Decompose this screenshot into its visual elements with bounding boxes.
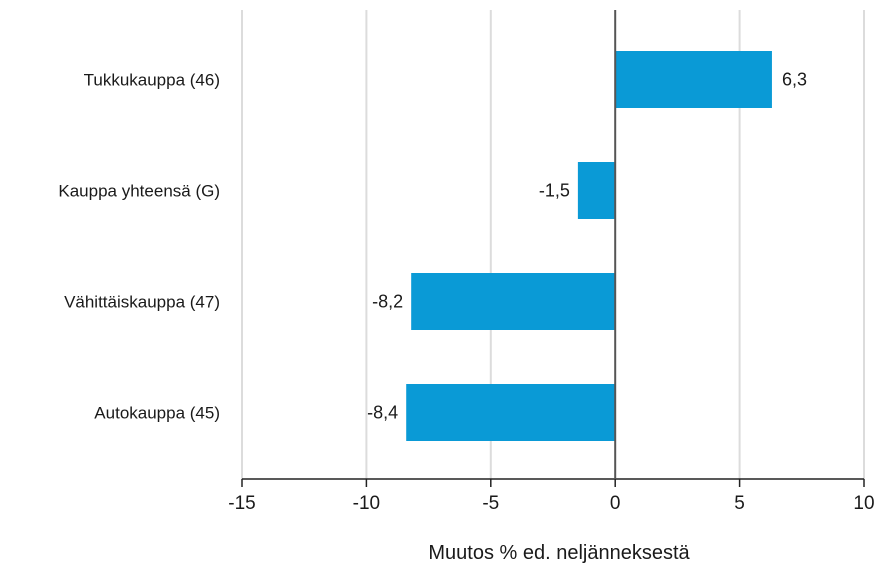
bar-3 [406, 384, 616, 441]
bar-1 [577, 162, 616, 219]
x-tick-label-2: -5 [482, 493, 499, 514]
category-label-0: Tukkukauppa (46) [84, 71, 220, 90]
category-label-2: Vähittäiskauppa (47) [64, 293, 220, 312]
bar-2 [411, 273, 616, 330]
x-ticks: -15 -10 -5 0 5 10 [228, 479, 875, 514]
x-tick-label-1: -10 [353, 493, 380, 514]
bars [406, 51, 772, 441]
data-label-3: -8,4 [367, 403, 398, 423]
category-label-3: Autokauppa (45) [94, 404, 220, 423]
data-labels: 6,3 -1,5 -8,2 -8,4 [367, 70, 807, 423]
x-tick-label-3: 0 [610, 493, 621, 514]
category-labels: Tukkukauppa (46) Kauppa yhteensä (G) Vähit… [58, 71, 220, 423]
x-axis-title: Muutos % ed. neljänneksestä [428, 542, 690, 564]
bar-0 [615, 51, 772, 108]
data-label-0: 6,3 [782, 70, 807, 90]
axes [242, 10, 864, 480]
data-label-2: -8,2 [372, 292, 403, 312]
x-tick-label-5: 10 [853, 493, 874, 514]
data-label-1: -1,5 [539, 181, 570, 201]
x-tick-label-4: 5 [734, 493, 745, 514]
x-tick-label-0: -15 [228, 493, 255, 514]
category-label-1: Kauppa yhteensä (G) [58, 182, 220, 201]
